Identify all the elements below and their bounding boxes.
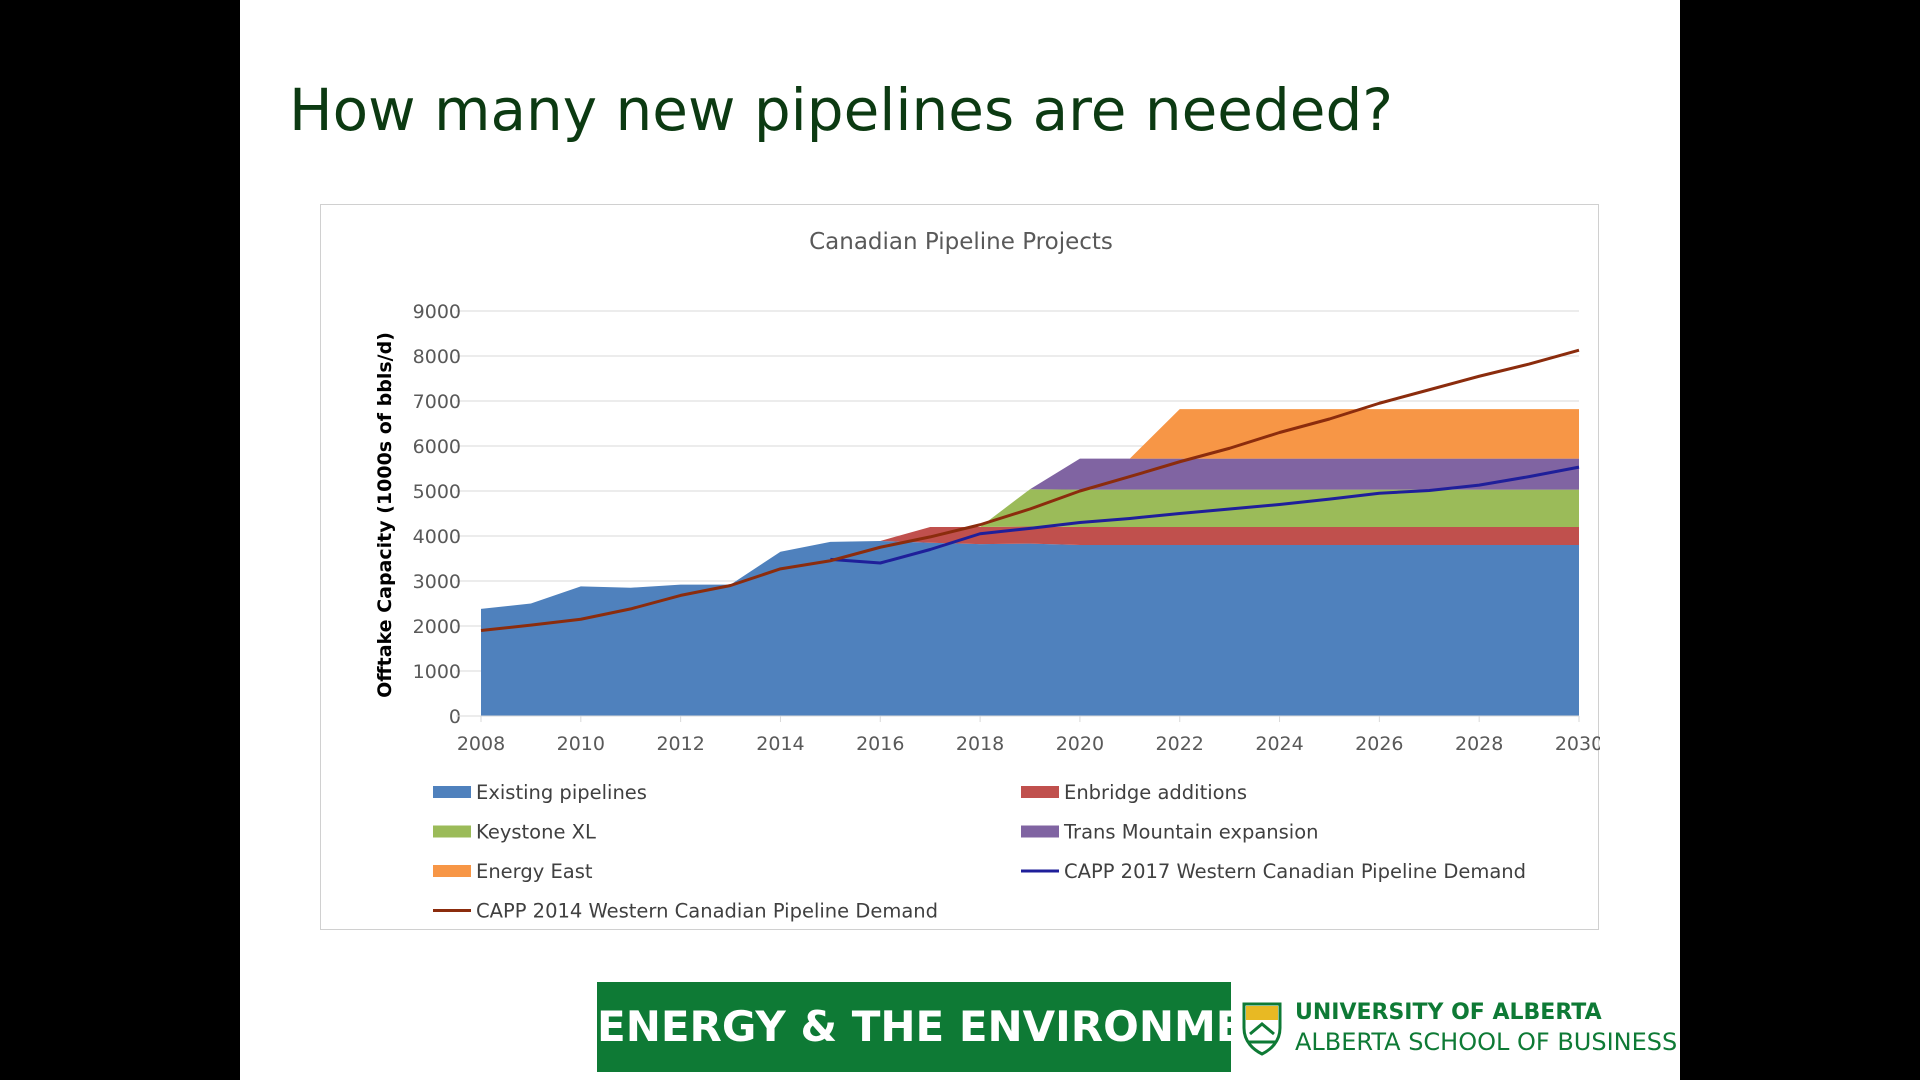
chart-svg: Canadian Pipeline Projects Offtake Capac… <box>374 229 1600 923</box>
y-tick-label: 4000 <box>413 526 461 548</box>
y-axis-label: Offtake Capacity (1000s of bbls/d) <box>374 332 396 698</box>
demand-lines <box>480 348 1580 632</box>
area-trans-mountain-expansion <box>481 458 1579 609</box>
chart-container: Canadian Pipeline Projects Offtake Capac… <box>320 204 1600 930</box>
legend-label: Keystone XL <box>476 821 596 844</box>
legend-label: Enbridge additions <box>1064 781 1247 804</box>
legend-label: CAPP 2014 Western Canadian Pipeline Dema… <box>476 900 938 923</box>
university-name: UNIVERSITY OF ALBERTA <box>1295 1000 1602 1025</box>
legend-swatch <box>433 865 471 877</box>
x-tick-label: 2008 <box>457 733 505 755</box>
x-tick-label: 2028 <box>1455 733 1503 755</box>
x-tick-label: 2026 <box>1355 733 1403 755</box>
legend-label: Trans Mountain expansion <box>1063 821 1319 844</box>
x-tick-label: 2022 <box>1156 733 1204 755</box>
footer-banner: ENERGY & THE ENVIRONMENT <box>597 982 1308 1072</box>
y-tick-label: 9000 <box>413 301 461 323</box>
legend-label: CAPP 2017 Western Canadian Pipeline Dema… <box>1064 860 1526 883</box>
x-tick-label: 2020 <box>1056 733 1104 755</box>
legend-swatch <box>433 786 471 798</box>
legend-label: Energy East <box>476 860 593 883</box>
y-tick-label: 1000 <box>413 661 461 683</box>
area-energy-east <box>481 409 1579 609</box>
legend-swatch <box>1021 825 1059 838</box>
y-tick-label: 7000 <box>413 391 461 413</box>
area-keystone-xl <box>481 489 1579 609</box>
area-enbridge-additions <box>481 526 1579 609</box>
line-capp-2014-western-canadian-pipeline-demand <box>480 348 1580 632</box>
x-tick-label: 2030 <box>1555 733 1600 755</box>
x-tick-label: 2018 <box>956 733 1004 755</box>
legend-swatch <box>433 825 471 838</box>
x-tick-label: 2024 <box>1255 733 1303 755</box>
x-tick-label: 2012 <box>656 733 704 755</box>
school-name: ALBERTA SCHOOL OF BUSINESS <box>1295 1028 1678 1056</box>
line-capp-2017-western-canadian-pipeline-demand <box>830 465 1580 565</box>
y-tick-label: 5000 <box>413 481 461 503</box>
x-tick-label: 2010 <box>557 733 605 755</box>
university-shield-logo <box>1242 1002 1282 1056</box>
stacked-areas <box>481 409 1579 716</box>
legend-label: Existing pipelines <box>476 781 647 804</box>
y-tick-label: 0 <box>449 706 461 728</box>
x-tick-label: 2014 <box>756 733 804 755</box>
slide: How many new pipelines are needed? Canad… <box>240 0 1680 1080</box>
y-tick-label: 3000 <box>413 571 461 593</box>
y-tick-label: 2000 <box>413 616 461 638</box>
x-tick-label: 2016 <box>856 733 904 755</box>
y-tick-label: 8000 <box>413 346 461 368</box>
legend: Existing pipelines Enbridge additions Keys… <box>433 781 1526 923</box>
slide-title: How many new pipelines are needed? <box>289 76 1394 144</box>
axes: 0 1000 2000 3000 4000 5000 6000 7000 8000 9000 200… <box>413 301 1600 755</box>
legend-swatch <box>1021 786 1059 798</box>
y-tick-label: 6000 <box>413 436 461 458</box>
area-existing-pipelines <box>481 540 1579 716</box>
chart-title: Canadian Pipeline Projects <box>809 229 1113 255</box>
